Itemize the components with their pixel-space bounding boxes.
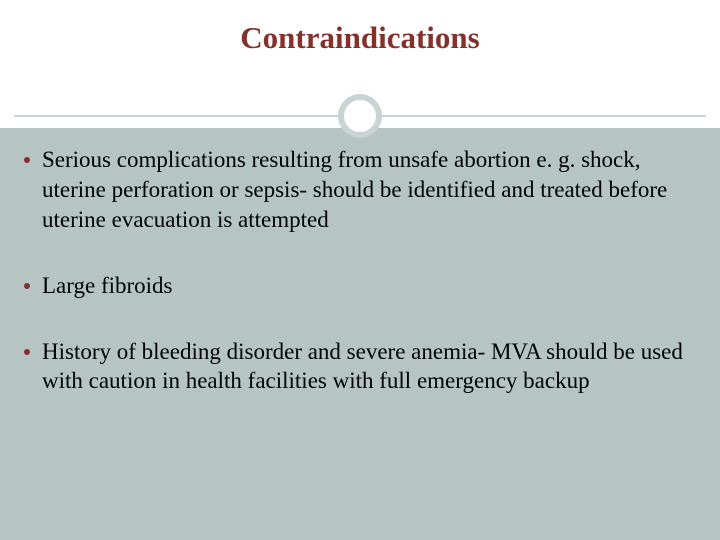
list-item: Serious complications resulting from uns… bbox=[24, 145, 690, 235]
slide-title: Contraindications bbox=[0, 20, 720, 56]
divider-line-right bbox=[381, 115, 706, 117]
list-item: Large fibroids bbox=[24, 271, 690, 301]
divider-circle-icon bbox=[338, 94, 382, 138]
bullet-icon bbox=[24, 283, 30, 289]
content-area: Serious complications resulting from uns… bbox=[24, 145, 690, 432]
bullet-icon bbox=[24, 349, 30, 355]
divider bbox=[0, 94, 720, 138]
list-item: History of bleeding disorder and severe … bbox=[24, 337, 690, 397]
slide: Contraindications Serious complications … bbox=[0, 0, 720, 540]
bullet-text: History of bleeding disorder and severe … bbox=[42, 337, 690, 397]
bullet-icon bbox=[24, 157, 30, 163]
bullet-text: Serious complications resulting from uns… bbox=[42, 145, 690, 235]
bullet-text: Large fibroids bbox=[42, 271, 173, 301]
header: Contraindications bbox=[0, 0, 720, 128]
divider-line-left bbox=[14, 115, 339, 117]
